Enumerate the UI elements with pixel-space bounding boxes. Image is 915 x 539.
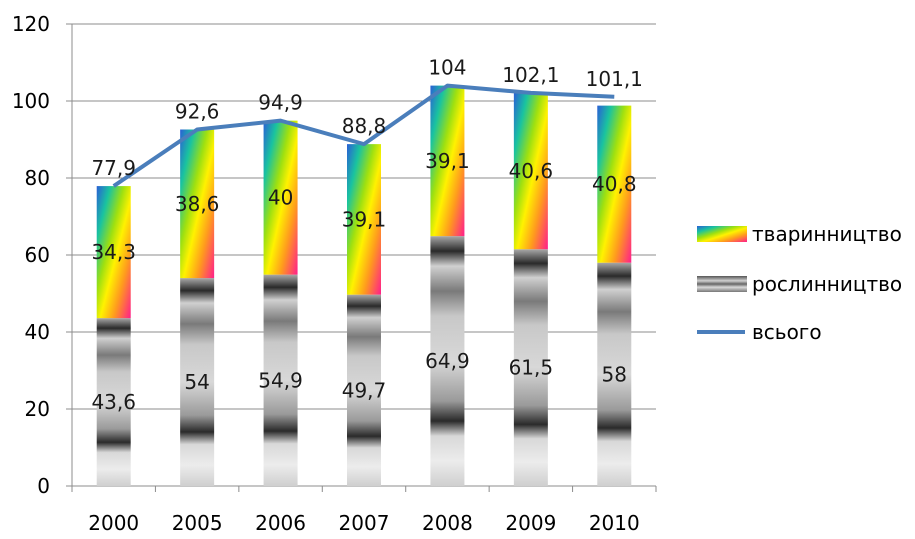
bar-roslynnytstvo <box>513 249 548 486</box>
axes: 0 20 40 60 80 100 120 2000 2005 2006 2007 2008 2009 2… <box>12 12 657 535</box>
legend-item: тваринництво <box>697 222 902 246</box>
data-label-roslynnytstvo: 64,9 <box>425 349 470 373</box>
bar-roslynnytstvo <box>347 294 381 486</box>
bar-tvarynnytstvo <box>180 129 215 279</box>
x-tick-label: 2007 <box>339 511 390 535</box>
data-label-vsogo: 102,1 <box>502 63 559 87</box>
data-label-vsogo: 94,9 <box>258 91 303 115</box>
data-label-tvarynnytstvo: 40 <box>268 186 293 210</box>
bar-roslynnytstvo <box>180 278 215 486</box>
y-tick-label: 80 <box>25 166 50 190</box>
x-tick-label: 2008 <box>422 511 473 535</box>
data-label-vsogo: 77,9 <box>91 156 136 180</box>
bar-tvarynnytstvo <box>430 85 465 237</box>
data-label-roslynnytstvo: 58 <box>602 362 627 386</box>
total-line <box>112 83 615 188</box>
data-label-tvarynnytstvo: 40,6 <box>509 159 554 183</box>
x-tick-label: 2010 <box>589 511 640 535</box>
data-labels: 43,6 34,3 54 38,6 54,9 40 49,7 39,1 64,9 39,1 61,5… <box>91 56 642 414</box>
data-label-vsogo: 101,1 <box>586 67 643 91</box>
bar-roslynnytstvo <box>430 236 465 486</box>
bars <box>96 85 632 486</box>
bar-tvarynnytstvo <box>263 120 298 275</box>
legend-item: рослинництво <box>697 272 902 296</box>
legend-label: всього <box>752 320 822 344</box>
legend-label: тваринництво <box>752 222 902 246</box>
data-label-vsogo: 104 <box>428 56 466 80</box>
data-label-roslynnytstvo: 49,7 <box>342 378 387 402</box>
data-label-roslynnytstvo: 54,9 <box>258 368 303 392</box>
legend-swatch-tvarynnytstvo <box>697 226 747 242</box>
bar-roslynnytstvo <box>263 274 298 486</box>
y-tick-label: 120 <box>12 12 50 36</box>
data-label-tvarynnytstvo: 38,6 <box>175 192 220 216</box>
legend-label: рослинництво <box>752 272 902 296</box>
bar-tvarynnytstvo <box>513 92 548 250</box>
data-label-roslynnytstvo: 61,5 <box>509 356 554 380</box>
bar-roslynnytstvo <box>96 318 131 486</box>
line-vsogo <box>112 83 615 188</box>
data-label-vsogo: 88,8 <box>342 114 387 138</box>
data-label-tvarynnytstvo: 39,1 <box>425 149 470 173</box>
legend: тваринництво рослинництво всього <box>697 222 902 344</box>
x-tick-label: 2000 <box>88 511 139 535</box>
y-tick-label: 100 <box>12 89 50 113</box>
data-label-tvarynnytstvo: 40,8 <box>592 172 637 196</box>
x-tick-label: 2006 <box>255 511 306 535</box>
x-tick-label: 2005 <box>172 511 223 535</box>
y-tick-label: 0 <box>37 474 50 498</box>
data-label-tvarynnytstvo: 39,1 <box>342 207 387 231</box>
y-tick-label: 40 <box>25 320 50 344</box>
data-label-roslynnytstvo: 54 <box>184 370 209 394</box>
y-tick-label: 20 <box>25 397 50 421</box>
bar-roslynnytstvo <box>597 262 632 486</box>
data-label-roslynnytstvo: 43,6 <box>91 390 136 414</box>
legend-swatch-roslynnytstvo <box>697 276 747 292</box>
data-label-tvarynnytstvo: 34,3 <box>91 240 136 264</box>
bar-tvarynnytstvo <box>347 144 381 295</box>
bar-tvarynnytstvo <box>96 186 131 319</box>
bar-tvarynnytstvo <box>597 105 632 263</box>
x-tick-label: 2009 <box>505 511 556 535</box>
legend-item: всього <box>697 320 822 344</box>
data-label-vsogo: 92,6 <box>175 99 220 123</box>
y-tick-label: 60 <box>25 243 50 267</box>
